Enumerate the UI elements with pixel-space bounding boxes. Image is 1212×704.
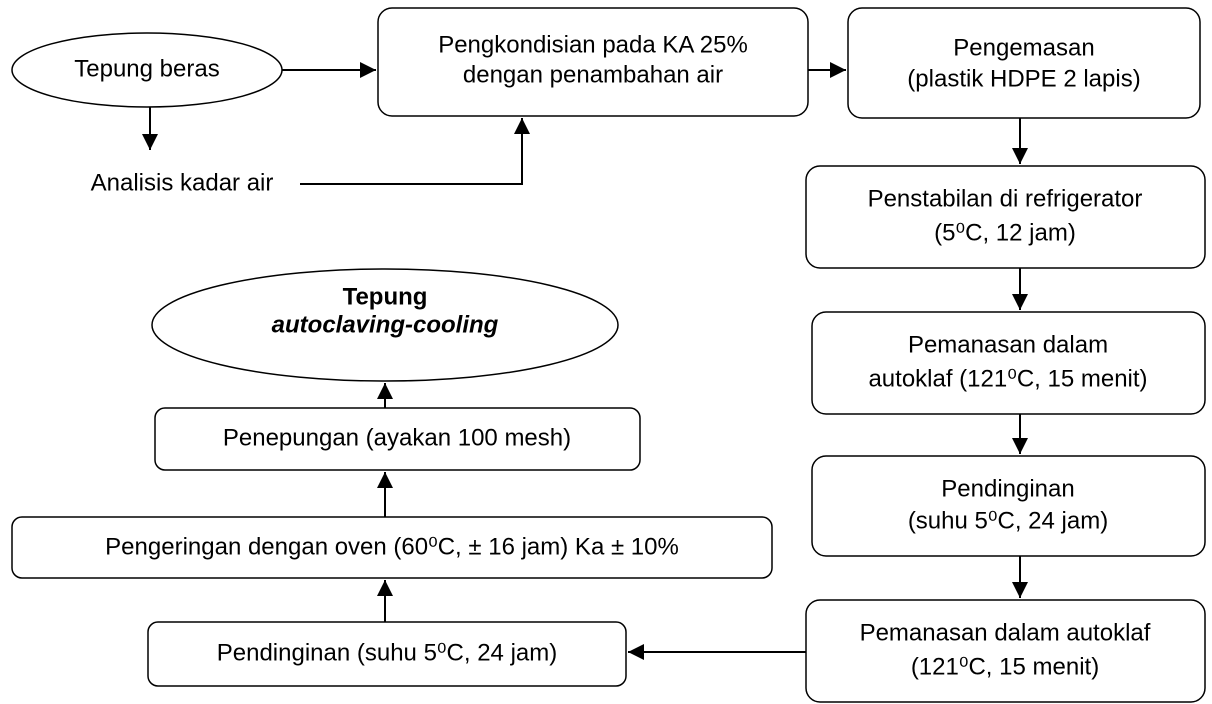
node-label: (plastik HDPE 2 lapis) bbox=[907, 65, 1140, 92]
node-label: autoklaf (121⁰C, 15 menit) bbox=[868, 365, 1147, 392]
process-box bbox=[811, 311, 1206, 415]
node-label: Pemanasan dalam autoklaf bbox=[860, 619, 1151, 646]
node-label: Pengeringan dengan oven (60⁰C, ± 16 jam)… bbox=[105, 533, 679, 560]
connectors bbox=[142, 62, 1028, 660]
process-box bbox=[154, 407, 641, 471]
end-ellipse bbox=[151, 268, 619, 382]
node-label: Penepungan (ayakan 100 mesh) bbox=[223, 424, 571, 451]
start-ellipse bbox=[11, 32, 283, 108]
node-label: Pendinginan (suhu 5⁰C, 24 jam) bbox=[217, 639, 558, 666]
process-box bbox=[811, 455, 1206, 557]
node-label: Analisis kadar air bbox=[91, 169, 274, 196]
node-label: (5⁰C, 12 jam) bbox=[934, 219, 1076, 246]
node-label: dengan penambahan air bbox=[463, 61, 723, 88]
node-label: Penstabilan di refrigerator bbox=[868, 185, 1143, 212]
process-box bbox=[147, 621, 627, 687]
process-box bbox=[377, 7, 809, 117]
node-label: Pengkondisian pada KA 25% bbox=[438, 31, 748, 58]
node-label: (121⁰C, 15 menit) bbox=[911, 653, 1099, 680]
process-box bbox=[805, 599, 1206, 703]
node-label: autoclaving-cooling bbox=[272, 311, 499, 338]
node-label: (suhu 5⁰C, 24 jam) bbox=[908, 507, 1108, 534]
node-label: Pengemasan bbox=[953, 34, 1094, 61]
node-label: Tepung bbox=[343, 283, 428, 310]
node-label: Pendinginan bbox=[941, 475, 1074, 502]
node-label: Tepung beras bbox=[74, 55, 219, 82]
arrow bbox=[300, 118, 530, 185]
process-box bbox=[847, 7, 1201, 119]
process-box bbox=[805, 165, 1206, 269]
process-box bbox=[11, 516, 773, 579]
node-label: Pemanasan dalam bbox=[908, 331, 1108, 358]
